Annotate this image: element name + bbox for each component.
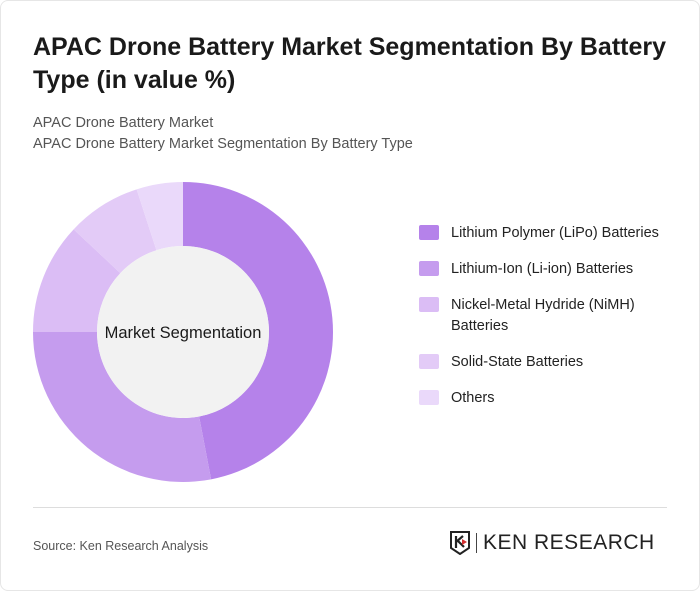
source-note: Source: Ken Research Analysis (33, 539, 209, 553)
legend: Lithium Polymer (LiPo) Batteries Lithium-… (419, 223, 679, 424)
slice-1[interactable] (33, 332, 212, 482)
ken-logo-icon (450, 531, 470, 555)
slice-4[interactable] (136, 182, 183, 251)
ken-research-logo: KEN RESEARCH (449, 531, 655, 555)
legend-swatch (419, 297, 439, 312)
donut-chart: Market Segmentation (33, 182, 334, 482)
legend-label: Solid-State Batteries (451, 354, 584, 370)
legend-item[interactable]: Lithium Polymer (LiPo) Batteries (419, 223, 679, 244)
legend-label: Lithium Polymer (LiPo) Batteries (451, 225, 659, 241)
divider (33, 507, 667, 508)
donut-center (97, 246, 269, 418)
subtitle-market: APAC Drone Battery Market (33, 115, 214, 131)
legend-swatch (419, 354, 439, 369)
slice-0[interactable] (183, 182, 334, 480)
legend-item[interactable]: Nickel-Metal Hydride (NiMH) Batteries (419, 295, 679, 337)
legend-swatch (419, 261, 439, 276)
legend-item[interactable]: Others (419, 388, 679, 409)
slice-3[interactable] (73, 189, 157, 274)
legend-swatch (419, 225, 439, 240)
slice-2[interactable] (33, 229, 121, 332)
legend-item[interactable]: Lithium-Ion (Li-ion) Batteries (419, 259, 679, 280)
legend-label: Others (451, 390, 495, 406)
legend-label: Nickel-Metal Hydride (NiMH) Batteries (451, 297, 635, 334)
center-label: Market Segmentation (105, 324, 262, 342)
legend-swatch (419, 390, 439, 405)
subtitle-segmentation: APAC Drone Battery Market Segmentation B… (33, 136, 413, 152)
legend-label: Lithium-Ion (Li-ion) Batteries (451, 261, 634, 277)
chart-title: APAC Drone Battery Market Segmentation B… (33, 33, 667, 94)
legend-item[interactable]: Solid-State Batteries (419, 352, 679, 373)
logo-text: KEN RESEARCH (483, 531, 655, 554)
